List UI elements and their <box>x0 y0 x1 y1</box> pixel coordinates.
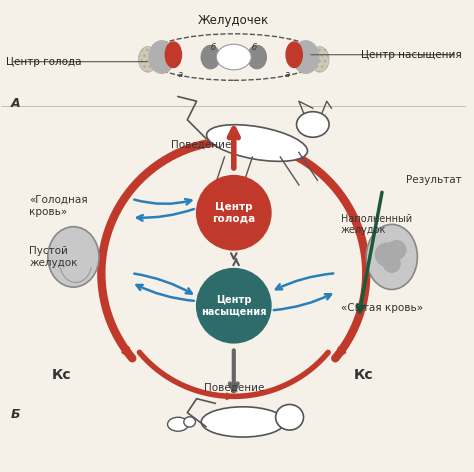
Ellipse shape <box>184 417 195 427</box>
Text: А: А <box>11 97 20 110</box>
Text: а: а <box>285 70 290 79</box>
Text: б: б <box>252 43 257 52</box>
Ellipse shape <box>165 42 182 67</box>
Text: Центр голода: Центр голода <box>6 57 82 67</box>
Ellipse shape <box>138 47 157 72</box>
Ellipse shape <box>207 125 308 161</box>
Ellipse shape <box>297 112 329 137</box>
Text: а: а <box>178 70 183 79</box>
Text: Поведение: Поведение <box>171 140 231 150</box>
Text: Поведение: Поведение <box>204 382 264 392</box>
Ellipse shape <box>216 44 251 70</box>
Ellipse shape <box>286 42 302 67</box>
Ellipse shape <box>167 417 189 431</box>
Ellipse shape <box>366 224 418 289</box>
Ellipse shape <box>201 45 220 68</box>
Ellipse shape <box>293 41 319 73</box>
Text: «Голодная
кровь»: «Голодная кровь» <box>29 195 88 217</box>
Ellipse shape <box>201 407 285 437</box>
Text: Кс: Кс <box>52 369 72 382</box>
Text: Результат: Результат <box>406 175 461 185</box>
Text: «Сытая кровь»: «Сытая кровь» <box>341 303 423 313</box>
Ellipse shape <box>275 405 303 430</box>
Ellipse shape <box>48 227 99 287</box>
Circle shape <box>383 255 400 272</box>
Text: Центр
голода: Центр голода <box>212 202 255 224</box>
Text: б: б <box>210 43 216 52</box>
Circle shape <box>387 241 406 259</box>
Text: Б: Б <box>11 408 20 421</box>
Text: Желудочек: Желудочек <box>198 14 269 27</box>
Ellipse shape <box>310 47 329 72</box>
Circle shape <box>197 176 271 250</box>
Ellipse shape <box>149 41 174 73</box>
Text: Пустой
желудок: Пустой желудок <box>29 246 78 268</box>
Text: Центр
насыщения: Центр насыщения <box>201 295 266 317</box>
Text: Наполненный
желудок: Наполненный желудок <box>341 214 412 235</box>
Circle shape <box>375 243 399 266</box>
Text: Центр насыщения: Центр насыщения <box>361 50 462 60</box>
Ellipse shape <box>248 45 266 68</box>
Text: Кс: Кс <box>354 369 374 382</box>
Circle shape <box>197 269 271 343</box>
